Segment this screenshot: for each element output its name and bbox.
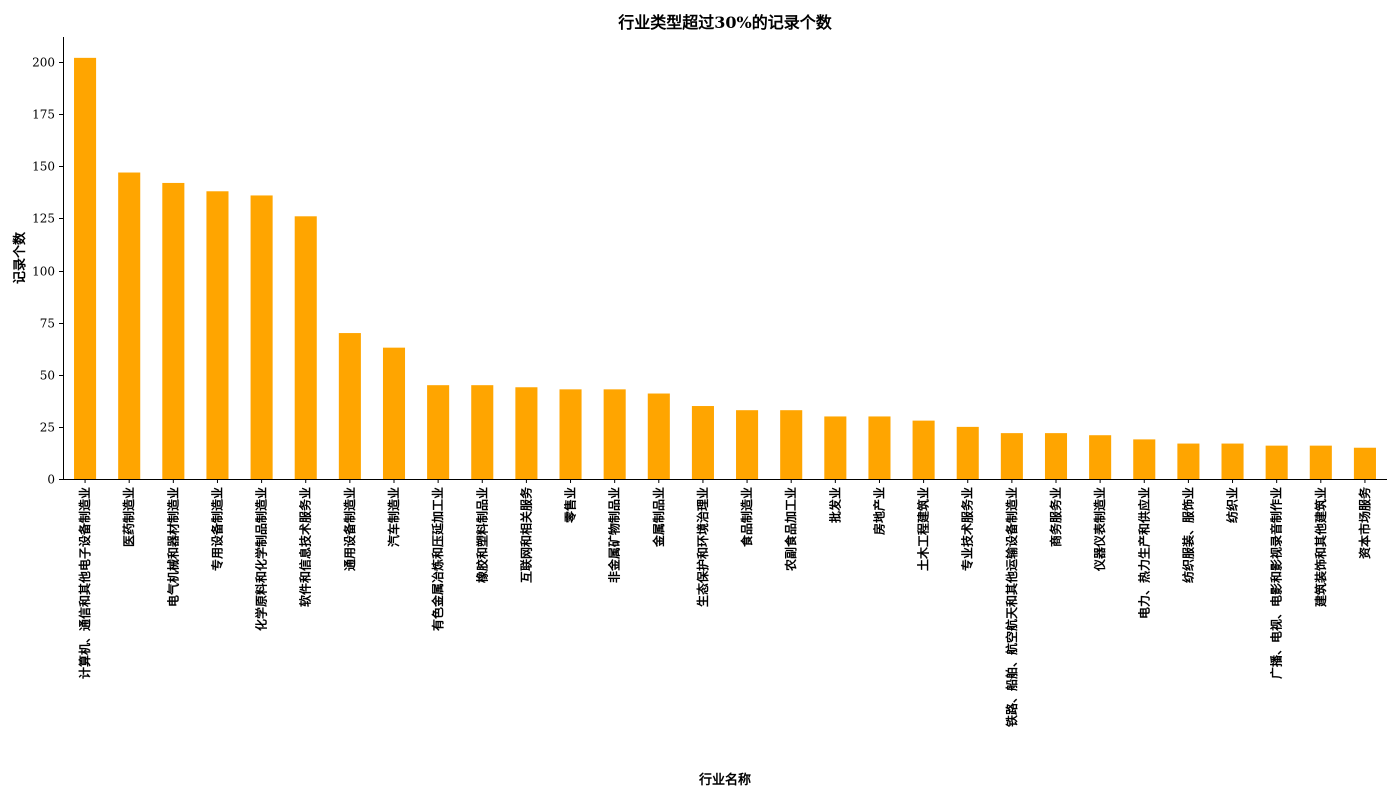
y-tick-label: 75	[40, 317, 55, 331]
x-tick-label: 土木工程建筑业	[916, 487, 931, 571]
x-tick-label: 专用设备制造业	[209, 487, 224, 571]
bar	[736, 410, 759, 479]
x-tick-label: 铁路、船舶、航空航天和其他运输设备制造业	[1004, 487, 1019, 727]
bar	[118, 172, 141, 479]
y-tick-label: 0	[47, 473, 55, 487]
bar	[780, 410, 803, 479]
bar	[250, 195, 273, 479]
x-tick-label: 纺织服装、服饰业	[1180, 487, 1195, 583]
bar	[338, 333, 361, 479]
y-axis-ticks: 0 25 50 75 100 125 150 175 200	[32, 56, 63, 487]
x-tick-label: 金属制品业	[651, 487, 666, 548]
x-tick-label: 广播、电视、电影和影视录音制作业	[1269, 487, 1284, 679]
bar	[1044, 433, 1068, 479]
bar	[471, 385, 494, 479]
y-tick-label: 150	[32, 160, 55, 174]
bar	[1221, 443, 1244, 479]
chart-title: 行业类型超过30%的记录个数	[617, 13, 832, 32]
bar	[1177, 443, 1200, 479]
bar	[515, 387, 538, 479]
x-axis-tick-labels: 计算机、通信和其他电子设备制造业 医药制造业 电气机械和器材制造业 专用设备制造业 化学…	[77, 479, 1372, 727]
x-axis-label: 行业名称	[698, 772, 751, 788]
bar	[912, 420, 935, 479]
y-axis-label: 记录个数	[12, 231, 28, 284]
bar	[1309, 445, 1332, 479]
bar	[691, 406, 714, 479]
bar	[868, 416, 891, 479]
bar	[1133, 439, 1156, 479]
x-tick-label: 批发业	[827, 487, 842, 523]
bar	[427, 385, 450, 479]
x-tick-label: 食品制造业	[739, 487, 754, 548]
bar	[647, 393, 670, 479]
x-tick-label: 建筑装饰和其他建筑业	[1313, 487, 1328, 608]
x-tick-label: 通用设备制造业	[342, 487, 357, 571]
y-tick-label: 25	[40, 421, 55, 435]
x-tick-label: 汽车制造业	[386, 487, 401, 547]
bar	[382, 347, 406, 479]
bar	[74, 57, 97, 479]
x-tick-label: 计算机、通信和其他电子设备制造业	[77, 487, 92, 679]
bar	[603, 389, 626, 479]
bar	[1353, 447, 1376, 479]
bar	[206, 191, 229, 479]
x-tick-label: 非金属矿物制品业	[607, 487, 622, 583]
y-tick-label: 125	[32, 212, 55, 226]
x-tick-label: 仪器仪表制造业	[1092, 487, 1107, 572]
x-tick-label: 电气机械和器材制造业	[165, 487, 180, 607]
y-tick-label: 100	[32, 265, 55, 279]
bar	[824, 416, 847, 479]
x-tick-label: 资本市场服务	[1357, 486, 1372, 559]
x-tick-label: 农副食品加工业	[783, 487, 798, 572]
bars-group	[74, 57, 1376, 480]
bar	[1265, 445, 1288, 479]
bar	[294, 216, 317, 480]
y-tick-label: 50	[40, 369, 55, 383]
x-tick-label: 专业技术服务业	[960, 487, 975, 571]
bar	[1089, 435, 1112, 479]
bar	[1000, 433, 1023, 479]
x-tick-label: 软件和信息技术服务业	[298, 487, 313, 607]
x-tick-label: 商务服务业	[1048, 487, 1063, 547]
bar	[956, 426, 979, 479]
x-tick-label: 有色金属冶炼和压延加工业	[430, 487, 445, 631]
x-tick-label: 生态保护和环境治理业	[695, 487, 710, 607]
y-tick-label: 200	[32, 56, 55, 70]
y-tick-label: 175	[32, 108, 55, 122]
x-tick-label: 化学原料和化学制品制造业	[254, 487, 269, 631]
x-tick-label: 橡胶和塑料制品业	[474, 487, 489, 583]
x-tick-label: 纺织业	[1225, 487, 1240, 523]
x-tick-label: 互联网和相关服务	[518, 486, 533, 583]
x-tick-label: 零售业	[563, 487, 578, 524]
x-tick-label: 医药制造业	[121, 487, 136, 547]
bar	[559, 389, 582, 479]
x-tick-label: 电力、热力生产和供应业	[1136, 487, 1151, 619]
x-tick-label: 房地产业	[871, 487, 886, 535]
bar	[162, 182, 185, 479]
